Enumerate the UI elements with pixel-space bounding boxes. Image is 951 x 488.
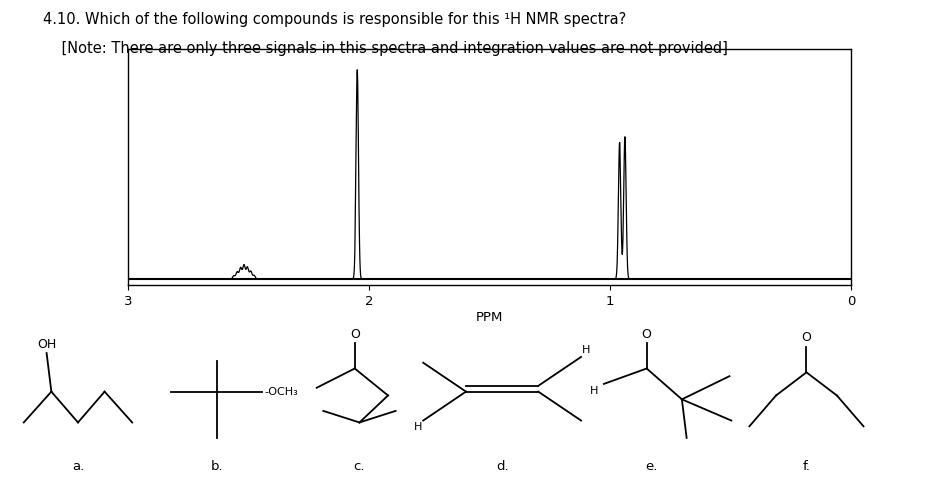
Text: O: O bbox=[350, 327, 359, 341]
Text: 4.10. Which of the following compounds is responsible for this ¹H NMR spectra?: 4.10. Which of the following compounds i… bbox=[43, 12, 626, 27]
Text: d.: d. bbox=[495, 460, 509, 472]
Text: e.: e. bbox=[645, 460, 658, 472]
Text: [Note: There are only three signals in this spectra and integration values are n: [Note: There are only three signals in t… bbox=[43, 41, 728, 57]
Text: a.: a. bbox=[72, 460, 84, 472]
X-axis label: PPM: PPM bbox=[476, 311, 503, 324]
Text: f.: f. bbox=[803, 460, 810, 472]
Text: O: O bbox=[802, 331, 811, 345]
Text: OH: OH bbox=[37, 338, 56, 351]
Text: H: H bbox=[415, 423, 422, 432]
Text: H: H bbox=[591, 386, 598, 396]
Text: b.: b. bbox=[210, 460, 223, 472]
Text: H: H bbox=[582, 345, 590, 355]
Text: -OCH₃: -OCH₃ bbox=[264, 386, 298, 397]
Text: c.: c. bbox=[354, 460, 365, 472]
Text: O: O bbox=[642, 327, 651, 341]
